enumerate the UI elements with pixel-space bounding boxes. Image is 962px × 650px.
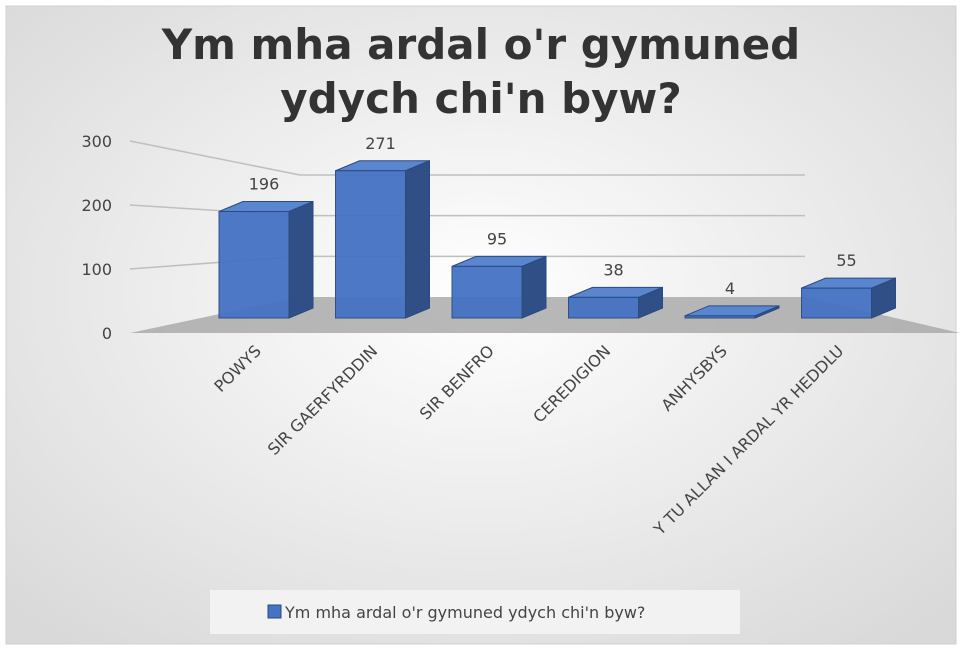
value-label: 4 bbox=[725, 279, 735, 298]
bar-front bbox=[451, 265, 523, 319]
value-label: 95 bbox=[487, 229, 507, 248]
bar-front bbox=[568, 296, 639, 319]
y-tick-label: 100 bbox=[81, 260, 112, 279]
bar bbox=[684, 305, 780, 319]
bar-side bbox=[521, 255, 547, 319]
bar-front bbox=[801, 287, 872, 319]
value-label: 196 bbox=[249, 175, 280, 194]
grid-line bbox=[129, 140, 805, 176]
value-label: 271 bbox=[365, 134, 396, 153]
bar bbox=[801, 277, 896, 319]
bar-side bbox=[288, 200, 314, 319]
bar-side bbox=[405, 160, 430, 319]
y-tick-label: 300 bbox=[81, 132, 112, 151]
legend-box bbox=[210, 590, 740, 634]
chart-title: Ym mha ardal o'r gymuned ydych chi'n byw… bbox=[161, 20, 801, 123]
bar bbox=[568, 286, 663, 319]
value-label: 38 bbox=[603, 260, 623, 279]
bar-front bbox=[218, 211, 290, 319]
value-label: 55 bbox=[836, 251, 856, 270]
bar bbox=[218, 200, 314, 319]
legend-label: Ym mha ardal o'r gymuned ydych chi'n byw… bbox=[284, 603, 645, 622]
bar bbox=[451, 255, 547, 319]
y-tick-label: 0 bbox=[102, 324, 112, 343]
y-tick-label: 200 bbox=[81, 196, 112, 215]
bar bbox=[335, 160, 430, 319]
bar-front bbox=[684, 315, 756, 319]
legend-swatch bbox=[267, 604, 282, 619]
bar-front bbox=[335, 170, 406, 319]
